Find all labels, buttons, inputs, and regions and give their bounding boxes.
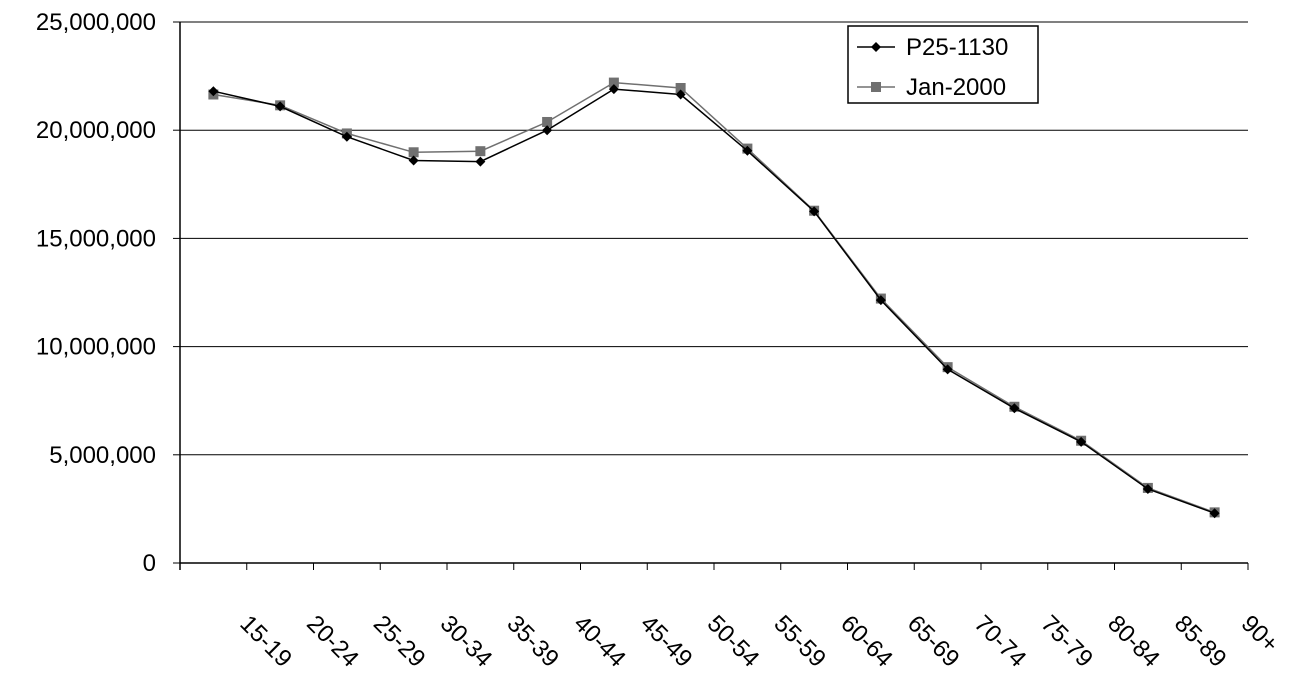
x-tick-label: 80-84 (1102, 610, 1165, 673)
x-tick-label: 40-44 (568, 610, 631, 673)
data-point-p25-1130 (875, 295, 886, 306)
x-tick-label: 45-49 (635, 610, 698, 673)
x-axis: 15-19 20-24 25-29 30-34 35-39 40-44 45-49 50-54… (179, 562, 1284, 673)
series-p25-1130 (208, 84, 1220, 519)
legend-marker-jan-2000 (871, 82, 881, 92)
y-tick-label: 10,000,000 (36, 334, 156, 361)
x-tick-label: 85-89 (1169, 610, 1232, 673)
x-tick-label: 20-24 (301, 610, 364, 673)
data-point-p25-1130 (475, 156, 486, 167)
x-tick-label: 55-59 (769, 610, 832, 673)
y-tick-label: 15,000,000 (36, 225, 156, 252)
data-point-jan-2000 (675, 83, 686, 94)
x-tick-label: 60-64 (835, 610, 898, 673)
legend-label-p25-1130: P25-1130 (906, 34, 1008, 61)
data-point-p25-1130 (608, 84, 619, 95)
data-point-p25-1130 (208, 86, 219, 97)
x-tick-label: 35-39 (502, 610, 565, 673)
x-tick-label: 70-74 (969, 610, 1032, 673)
x-tick-label: 25-29 (368, 610, 431, 673)
data-point-p25-1130 (809, 206, 820, 217)
x-tick-label: 90+ (1236, 610, 1284, 658)
data-point-jan-2000 (608, 77, 619, 88)
series-jan-2000 (208, 77, 1220, 518)
x-tick-label: 15-19 (235, 610, 298, 673)
series-line-p25-1130 (213, 88, 1215, 514)
data-point-p25-1130 (942, 364, 953, 375)
data-point-p25-1130 (542, 125, 553, 136)
data-point-p25-1130 (1209, 508, 1220, 519)
data-point-p25-1130 (408, 155, 419, 166)
data-point-p25-1130 (1009, 403, 1020, 414)
y-tick-label: 0 (143, 550, 156, 577)
y-tick-label: 5,000,000 (49, 442, 156, 469)
data-point-p25-1130 (675, 89, 686, 100)
series-layer (208, 77, 1220, 519)
legend-label-jan-2000: Jan-2000 (906, 74, 1006, 101)
gridlines (180, 21, 1248, 456)
x-tick-label: 30-34 (435, 610, 498, 673)
data-point-jan-2000 (475, 146, 486, 157)
x-tick-label: 75-79 (1036, 610, 1099, 673)
y-tick-label: 25,000,000 (36, 9, 156, 36)
data-point-p25-1130 (1142, 483, 1153, 494)
y-tick-label: 20,000,000 (36, 117, 156, 144)
data-point-jan-2000 (542, 116, 553, 127)
x-tick-label: 50-54 (702, 610, 765, 673)
series-line-jan-2000 (213, 81, 1215, 514)
data-point-jan-2000 (408, 147, 419, 158)
legend-marker-p25-1130 (871, 42, 881, 52)
data-point-p25-1130 (275, 101, 286, 112)
data-point-p25-1130 (742, 145, 753, 156)
y-axis: 0 5,000,000 10,000,000 15,000,000 20,000,000… (36, 9, 181, 577)
legend: P25-1130 Jan-2000 (847, 25, 1039, 104)
data-point-p25-1130 (341, 131, 352, 142)
data-point-p25-1130 (1076, 436, 1087, 447)
x-tick-label: 65-69 (902, 610, 965, 673)
